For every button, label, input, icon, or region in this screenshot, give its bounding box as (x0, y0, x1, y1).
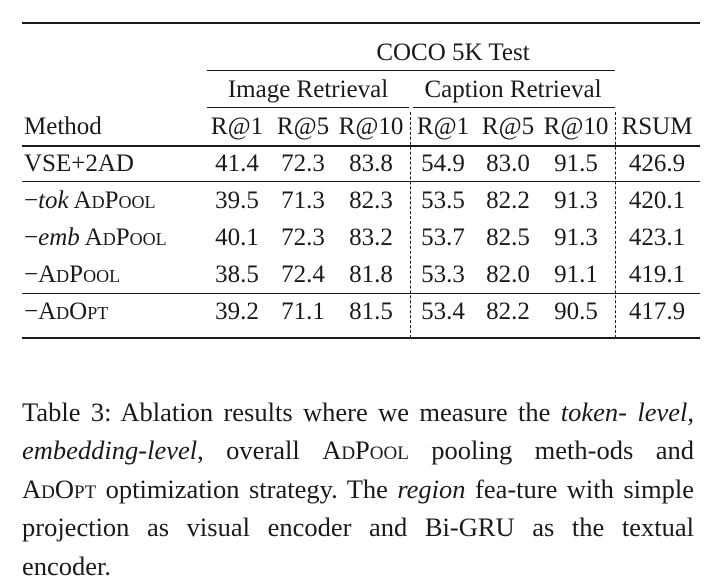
value-cell: 82.5 (486, 223, 530, 253)
value-cell: 82.2 (486, 186, 530, 216)
value-cell: 72.3 (281, 149, 325, 179)
method-cell: −AdOpt (24, 297, 108, 327)
value-cell: 82.0 (486, 260, 530, 290)
value-cell: 53.7 (421, 223, 465, 253)
baseline-rule (22, 181, 700, 182)
method-cell: VSE+2AD (24, 149, 134, 179)
value-cell: 53.3 (421, 260, 465, 290)
method-cell: −AdPool (24, 260, 120, 290)
value-cell: 90.5 (554, 297, 598, 327)
caption-retrieval-underline (413, 107, 615, 108)
value-cell: 82.2 (486, 297, 530, 327)
column-header-image-r10: R@10 (339, 112, 404, 142)
column-separator-1 (410, 112, 411, 338)
value-cell: 82.3 (349, 186, 393, 216)
column-header-method: Method (24, 112, 102, 142)
column-header-caption-r10: R@10 (544, 112, 609, 142)
value-cell: 417.9 (629, 297, 685, 327)
subgroup-image-retrieval: Image Retrieval (228, 75, 388, 105)
value-cell: 419.1 (629, 260, 685, 290)
value-cell: 40.1 (215, 223, 259, 253)
value-cell: 71.3 (281, 186, 325, 216)
bottom-rule-2 (22, 337, 700, 339)
subgroup-caption-retrieval: Caption Retrieval (424, 75, 601, 105)
column-header-image-r5: R@5 (277, 112, 329, 142)
header-rule (22, 145, 700, 147)
top-rule (22, 22, 700, 24)
results-table: COCO 5K Test Image Retrieval Caption Ret… (0, 0, 720, 340)
value-cell: 91.3 (554, 223, 598, 253)
column-header-caption-r1: R@1 (417, 112, 469, 142)
value-cell: 83.0 (486, 149, 530, 179)
value-cell: 54.9 (421, 149, 465, 179)
value-cell: 91.5 (554, 149, 598, 179)
column-separator-2 (615, 112, 616, 338)
value-cell: 39.2 (215, 297, 259, 327)
value-cell: 423.1 (629, 223, 685, 253)
value-cell: 41.4 (215, 149, 259, 179)
value-cell: 72.3 (281, 223, 325, 253)
value-cell: 83.2 (349, 223, 393, 253)
value-cell: 91.3 (554, 186, 598, 216)
value-cell: 81.5 (349, 297, 393, 327)
value-cell: 81.8 (349, 260, 393, 290)
value-cell: 83.8 (349, 149, 393, 179)
table-caption: Table 3: Ablation results where we measu… (22, 393, 694, 585)
value-cell: 91.1 (554, 260, 598, 290)
group-header: COCO 5K Test (376, 38, 529, 68)
group-underline (207, 70, 615, 71)
method-cell: −emb AdPool (24, 223, 167, 253)
value-cell: 53.4 (421, 297, 465, 327)
value-cell: 38.5 (215, 260, 259, 290)
column-header-caption-r5: R@5 (482, 112, 534, 142)
value-cell: 420.1 (629, 186, 685, 216)
value-cell: 71.1 (281, 297, 325, 327)
method-cell: −tok AdPool (24, 186, 155, 216)
column-header-image-r1: R@1 (211, 112, 263, 142)
value-cell: 426.9 (629, 149, 685, 179)
value-cell: 53.5 (421, 186, 465, 216)
caption-label: Table 3: (22, 397, 111, 427)
value-cell: 39.5 (215, 186, 259, 216)
column-header-rsum: RSUM (622, 112, 693, 142)
value-cell: 72.4 (281, 260, 325, 290)
bottom-rule-1 (22, 293, 700, 294)
image-retrieval-underline (207, 107, 409, 108)
